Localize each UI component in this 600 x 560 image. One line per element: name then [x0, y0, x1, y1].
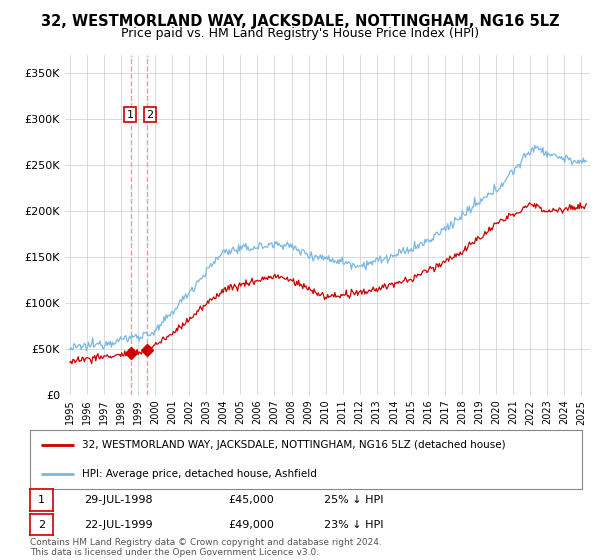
Text: Contains HM Land Registry data © Crown copyright and database right 2024.
This d: Contains HM Land Registry data © Crown c… — [30, 538, 382, 557]
Text: 32, WESTMORLAND WAY, JACKSDALE, NOTTINGHAM, NG16 5LZ: 32, WESTMORLAND WAY, JACKSDALE, NOTTINGH… — [41, 14, 559, 29]
Text: HPI: Average price, detached house, Ashfield: HPI: Average price, detached house, Ashf… — [82, 469, 317, 479]
Text: £45,000: £45,000 — [228, 495, 274, 505]
Text: 22-JUL-1999: 22-JUL-1999 — [84, 520, 152, 530]
Text: Price paid vs. HM Land Registry's House Price Index (HPI): Price paid vs. HM Land Registry's House … — [121, 27, 479, 40]
Text: 25% ↓ HPI: 25% ↓ HPI — [324, 495, 383, 505]
Text: 2: 2 — [146, 110, 154, 120]
Text: 29-JUL-1998: 29-JUL-1998 — [84, 495, 152, 505]
Text: 1: 1 — [38, 495, 45, 505]
Text: 2: 2 — [38, 520, 45, 530]
Text: 32, WESTMORLAND WAY, JACKSDALE, NOTTINGHAM, NG16 5LZ (detached house): 32, WESTMORLAND WAY, JACKSDALE, NOTTINGH… — [82, 440, 506, 450]
Text: 1: 1 — [127, 110, 133, 120]
Text: £49,000: £49,000 — [228, 520, 274, 530]
Text: 23% ↓ HPI: 23% ↓ HPI — [324, 520, 383, 530]
